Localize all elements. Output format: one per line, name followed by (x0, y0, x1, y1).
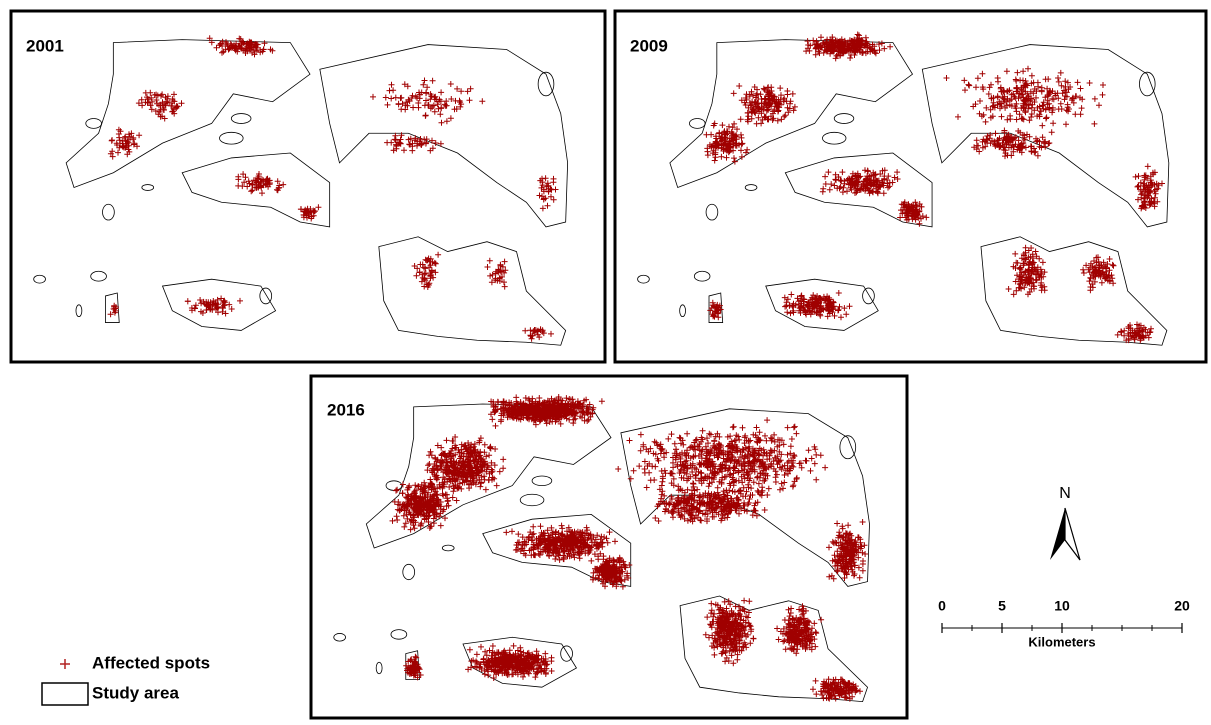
islet-outline (519, 493, 545, 507)
islet-outline (390, 629, 408, 640)
study-area-outline (620, 408, 870, 587)
study-area-outline (669, 39, 914, 189)
panel-label: 2016 (327, 400, 365, 419)
islet-outline (33, 274, 46, 284)
study-area-outline (161, 278, 277, 331)
map-panel: 2009 (613, 9, 1208, 364)
legend: Affected spots Study area (41, 653, 210, 706)
panel-frame (309, 374, 909, 720)
scale-bar: Kilometers 0 5 10 20 (938, 598, 1190, 650)
study-area-outline (708, 292, 724, 323)
scale-tick-label: 10 (1054, 598, 1070, 614)
islet-outline (375, 661, 383, 675)
islet-outline (102, 203, 115, 221)
islet-outline (333, 633, 346, 642)
legend-symbol (60, 659, 70, 669)
study-area-outline (365, 403, 612, 549)
islet-outline (90, 270, 107, 282)
arrow-half (1050, 508, 1065, 560)
legend-label: Affected spots (92, 653, 210, 672)
study-area-outline (181, 152, 331, 228)
affected-spots (389, 394, 869, 702)
islet-outline (141, 184, 155, 191)
islet-outline (705, 203, 719, 221)
north-arrow: N (1050, 485, 1081, 561)
study-area-outline (378, 236, 567, 346)
islet-outline (441, 544, 455, 552)
islet-outline (531, 475, 553, 487)
islet-outline (230, 113, 252, 124)
islet-outline (822, 131, 847, 145)
islet-outline (689, 118, 706, 129)
legend-label: Study area (92, 683, 179, 702)
islet-outline (679, 304, 686, 318)
islet-outline (833, 113, 855, 124)
study-area-outline (105, 292, 120, 323)
islet-outline (385, 480, 403, 491)
islet-outline (219, 131, 244, 145)
islet-outline (402, 563, 416, 581)
islet-outline (259, 287, 273, 305)
islet-outline (85, 118, 102, 129)
study-area-outline (65, 39, 311, 189)
affected-spots (107, 35, 559, 342)
scale-unit: Kilometers (1028, 634, 1095, 649)
islet-outline (1139, 71, 1156, 97)
map-panel: 2001 (9, 9, 607, 364)
study-area-outline (679, 595, 868, 703)
study-area-outline (462, 636, 578, 688)
panel-label: 2009 (630, 36, 668, 55)
study-area-outline (980, 236, 1168, 346)
panel-label: 2001 (26, 36, 64, 55)
north-label: N (1059, 485, 1071, 502)
islet-outline (744, 184, 758, 191)
islet-outline (693, 270, 711, 282)
islet-outline (537, 71, 555, 97)
islet-outline (75, 304, 83, 318)
panel-frame (9, 9, 607, 364)
study-area-outline (921, 44, 1170, 228)
scale-tick-label: 20 (1174, 598, 1190, 614)
islet-outline (862, 287, 875, 305)
islet-outline (560, 645, 573, 662)
legend-symbol (41, 682, 89, 706)
map-panel: 2016 (309, 374, 909, 720)
scale-tick-label: 5 (998, 598, 1006, 614)
study-area-outline (784, 152, 933, 228)
islet-outline (839, 435, 857, 460)
scale-tick-label: 0 (938, 598, 946, 614)
study-area-outline (319, 44, 569, 228)
study-area-outline (765, 278, 879, 331)
panel-frame (613, 9, 1208, 364)
arrow-half (1064, 507, 1081, 561)
islet-outline (637, 274, 650, 284)
affected-spots (703, 31, 1165, 344)
